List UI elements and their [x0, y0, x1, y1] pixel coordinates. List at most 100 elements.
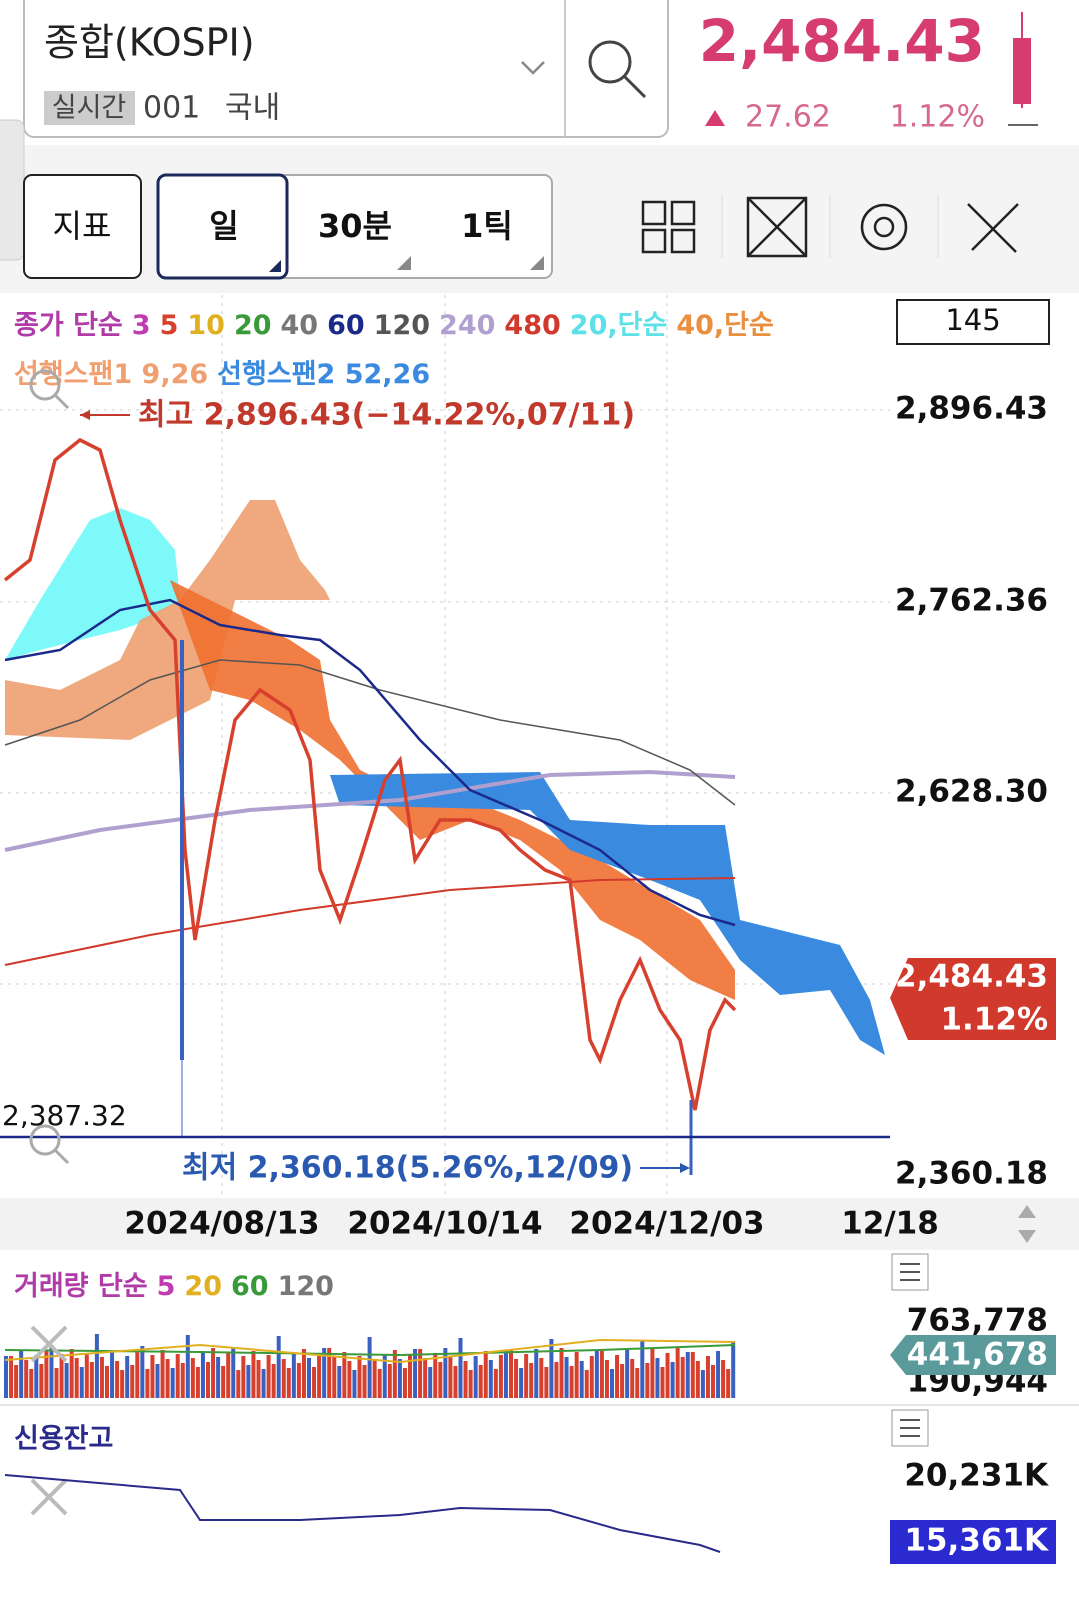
- volume-bar: [418, 1349, 423, 1398]
- volume-bar: [655, 1358, 660, 1398]
- legend-item: 20: [234, 310, 272, 341]
- volume-bar: [554, 1362, 559, 1398]
- volume-bar: [322, 1348, 327, 1398]
- volume-bar: [539, 1358, 544, 1398]
- volume-bar: [488, 1360, 493, 1398]
- legend-item: 120: [374, 310, 430, 341]
- legend-item: 20,단순: [570, 310, 668, 341]
- period-label[interactable]: 30분: [318, 207, 392, 245]
- count: 145: [945, 303, 1000, 337]
- volume-plot: [4, 1334, 736, 1398]
- price-label: 2,762.36: [895, 583, 1048, 619]
- price-label: 2,896.43: [895, 391, 1048, 427]
- volume-bar: [503, 1350, 508, 1398]
- volume-bar: [630, 1359, 635, 1398]
- volume-bar: [448, 1357, 453, 1398]
- legend-item: 120: [278, 1271, 334, 1302]
- indicator-label: 지표: [53, 207, 112, 245]
- legend-item: 3: [132, 310, 151, 341]
- volume-bar: [549, 1339, 554, 1398]
- volume-bar: [195, 1367, 200, 1398]
- price-plot: [3, 437, 885, 1175]
- volume-bar: [110, 1352, 115, 1398]
- volume-bar: [367, 1337, 372, 1398]
- search-icon[interactable]: [588, 40, 632, 84]
- volume-bar: [509, 1350, 513, 1398]
- volume-bar: [468, 1370, 473, 1398]
- volume-bar: [362, 1365, 367, 1398]
- indicator-button[interactable]: [23, 174, 142, 279]
- volume-bar: [524, 1354, 529, 1398]
- period-label[interactable]: 1틱: [461, 207, 513, 245]
- volume-bar: [125, 1356, 130, 1398]
- code: 001: [143, 91, 200, 126]
- price-label: 2,628.30: [895, 774, 1048, 810]
- legend-item: 선행스팬2 52,26: [217, 359, 430, 390]
- period-label: 일: [209, 207, 238, 245]
- volume-bar: [680, 1357, 685, 1398]
- volume-bar: [291, 1354, 296, 1398]
- volume-bar: [59, 1354, 64, 1398]
- volume-bar: [79, 1367, 84, 1398]
- volume-bar: [721, 1360, 726, 1398]
- volume-bar: [135, 1351, 140, 1398]
- legend-item: 40,단순: [676, 310, 774, 341]
- volume-bar: [382, 1355, 387, 1398]
- volume-bar: [261, 1369, 266, 1398]
- legend-label: 종가 단순: [14, 310, 123, 341]
- volume-bar: [39, 1364, 44, 1398]
- volume-bar: [231, 1347, 236, 1398]
- volume-bar: [347, 1361, 352, 1398]
- volume-bar: [716, 1351, 721, 1398]
- volume-bar: [352, 1370, 357, 1398]
- credit-title: 신용잔고: [14, 1424, 113, 1455]
- toolbar-icons[interactable]: [641, 196, 1019, 258]
- volume-bar: [463, 1361, 468, 1398]
- legend: 종가 단순 3 5 10 20 40 60 120 240 480 20,단순 40,단순: [14, 310, 774, 341]
- credit-top: 20,231K: [904, 1458, 1049, 1494]
- volume-bar: [145, 1369, 150, 1398]
- volume-bar: [700, 1370, 705, 1398]
- volume-bar: [200, 1353, 205, 1398]
- current-price: 2,484.43: [895, 959, 1048, 995]
- search-box[interactable]: [23, 0, 669, 138]
- volume-bar: [620, 1364, 625, 1398]
- legend-item: 480: [504, 310, 560, 341]
- volume-bar: [564, 1357, 569, 1398]
- volume-bar: [423, 1358, 428, 1398]
- volume-bar: [387, 1364, 392, 1398]
- volume-bar: [24, 1360, 29, 1398]
- period-button[interactable]: [156, 173, 289, 280]
- volume-bar: [438, 1362, 443, 1398]
- volume-bar: [357, 1356, 362, 1398]
- volume-bar: [534, 1349, 539, 1398]
- current-pct: 1.12%: [940, 1002, 1048, 1038]
- volume-bar: [165, 1359, 170, 1398]
- volume-bar: [180, 1363, 185, 1398]
- volume-bar: [670, 1362, 675, 1398]
- volume-bar: [493, 1369, 498, 1398]
- volume-bar: [483, 1351, 488, 1398]
- volume-bar: [342, 1352, 347, 1398]
- price-label: 2,360.18: [895, 1156, 1048, 1192]
- legend-item: 선행스팬1 9,26: [14, 359, 208, 390]
- line-label: 2,387.32: [2, 1099, 127, 1132]
- volume-bar: [4, 1356, 8, 1398]
- volume-bar: [327, 1348, 332, 1398]
- volume-bar: [160, 1350, 165, 1398]
- dropdown-icon[interactable]: [521, 61, 545, 75]
- date-label: 2024/08/13: [124, 1206, 319, 1242]
- volume-bar: [625, 1350, 630, 1398]
- legend: 선행스팬1 9,26 선행스팬2 52,26: [14, 359, 430, 390]
- volume-bar: [226, 1352, 231, 1398]
- volume-bar: [413, 1349, 418, 1398]
- volume-bar: [645, 1363, 650, 1398]
- volume-bar: [236, 1370, 241, 1398]
- volume-bar: [251, 1351, 256, 1398]
- volume-bar: [377, 1369, 382, 1398]
- volume-bar: [529, 1363, 534, 1398]
- volume-bar: [216, 1357, 221, 1398]
- volume-bar: [34, 1355, 39, 1398]
